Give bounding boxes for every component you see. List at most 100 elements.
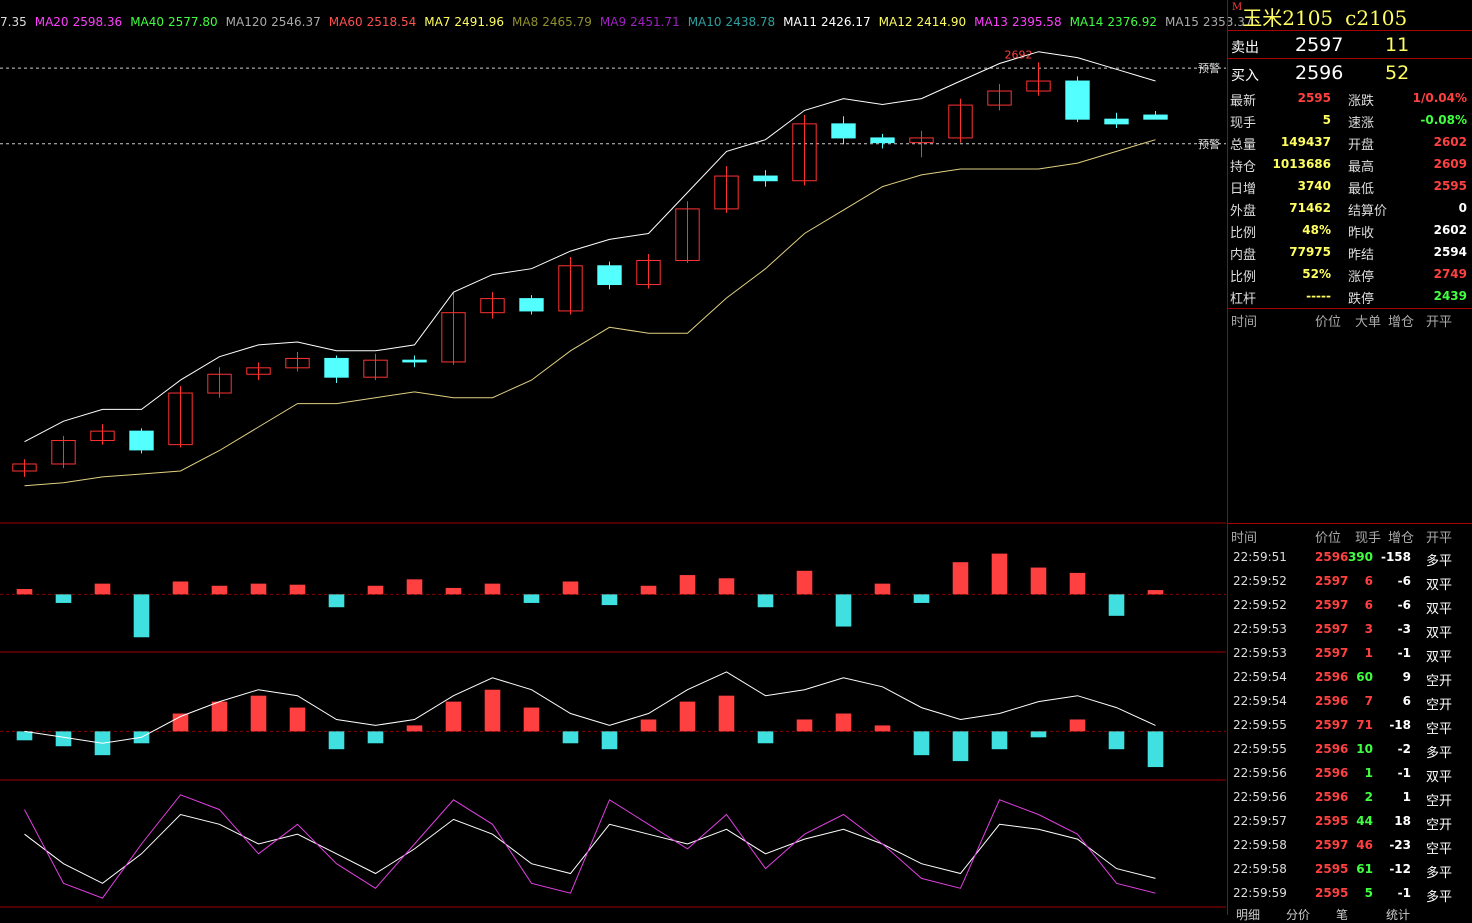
bar bbox=[718, 695, 735, 732]
indicator-line bbox=[24, 813, 1156, 884]
tick-price: 2597 bbox=[1315, 718, 1349, 732]
high-label: 2692 bbox=[1005, 48, 1033, 61]
candle-body bbox=[168, 392, 193, 446]
quote-value: 0 bbox=[1458, 201, 1467, 215]
bar bbox=[913, 594, 930, 603]
candle-body bbox=[402, 359, 427, 363]
quote-value: 48% bbox=[1302, 223, 1331, 237]
candle-body bbox=[558, 265, 583, 312]
bar bbox=[523, 707, 540, 732]
bar bbox=[523, 594, 540, 603]
ma-label: MA9 bbox=[599, 15, 627, 29]
candle-body bbox=[675, 208, 700, 261]
ma-value: 2598.36 bbox=[72, 15, 123, 29]
bar bbox=[679, 701, 696, 732]
bar bbox=[757, 594, 774, 608]
tick-oi: -1 bbox=[1397, 646, 1411, 660]
quote-value: 2439 bbox=[1433, 289, 1467, 303]
bar bbox=[562, 731, 579, 744]
bar bbox=[952, 731, 969, 762]
bar bbox=[289, 584, 306, 595]
quote-label: 开盘 bbox=[1348, 138, 1375, 153]
tick-time: 22:59:56 bbox=[1233, 790, 1287, 804]
bar bbox=[367, 731, 384, 744]
quote-panel: M玉米2105 c2105 卖出 2597 11 买入 2596 52 最新 2595 涨跌 1/0.… bbox=[1227, 0, 1472, 922]
ma-value: 2438.78 bbox=[725, 15, 776, 29]
tick-price: 2595 bbox=[1315, 886, 1349, 900]
tick-oi: -1 bbox=[1397, 886, 1411, 900]
bar bbox=[289, 707, 306, 732]
quote-value: 2595 bbox=[1297, 91, 1331, 105]
tick-oi: -6 bbox=[1397, 574, 1411, 588]
ma-value: 2465.79 bbox=[542, 15, 592, 29]
tick-time: 22:59:51 bbox=[1233, 550, 1287, 564]
quote-value: 2594 bbox=[1433, 245, 1467, 259]
tick-oi: -3 bbox=[1397, 622, 1411, 636]
candle-body bbox=[363, 359, 388, 378]
tick-price: 2597 bbox=[1315, 838, 1349, 852]
ma-header: 7.35 MA20 2598.36 MA40 2577.80 MA120 2546.37 MA… bbox=[0, 15, 1253, 33]
quote-value: 2749 bbox=[1433, 267, 1467, 281]
tick-volume: 5 bbox=[1364, 886, 1373, 900]
order-volume: 52 bbox=[1385, 62, 1410, 84]
ma-value: 2414.90 bbox=[916, 15, 967, 29]
tick-type: 多平 bbox=[1426, 554, 1453, 569]
ma-label: MA14 bbox=[1069, 15, 1104, 29]
candle-body bbox=[246, 367, 271, 375]
candle-body bbox=[441, 312, 466, 363]
quote-label: 现手 bbox=[1230, 116, 1257, 131]
quote-row: 现手 5 速涨 -0.08% bbox=[1228, 110, 1472, 132]
bar bbox=[601, 731, 618, 750]
quote-label: 最高 bbox=[1348, 160, 1375, 175]
tick-volume: 1 bbox=[1364, 766, 1373, 780]
bar bbox=[1069, 719, 1086, 732]
bar bbox=[55, 731, 72, 747]
tick-price: 2596 bbox=[1315, 550, 1349, 564]
tick-time: 22:59:58 bbox=[1233, 838, 1287, 852]
quote-value: 2609 bbox=[1433, 157, 1467, 171]
quote-value: -0.08% bbox=[1420, 113, 1467, 127]
bar bbox=[874, 583, 891, 595]
bar bbox=[367, 585, 384, 595]
tick-volume: 46 bbox=[1356, 838, 1373, 852]
column-header: 大单 bbox=[1355, 315, 1382, 330]
ma-value: 2426.17 bbox=[821, 15, 871, 29]
tick-volume: 44 bbox=[1356, 814, 1373, 828]
candle-body bbox=[285, 357, 310, 369]
candle-body bbox=[519, 298, 544, 312]
tick-volume: 3 bbox=[1364, 622, 1373, 636]
tick-type: 双平 bbox=[1426, 650, 1453, 665]
tick-volume: 60 bbox=[1356, 670, 1373, 684]
bar bbox=[1069, 572, 1086, 595]
bar bbox=[16, 731, 33, 741]
bar bbox=[757, 731, 774, 744]
candle-body bbox=[597, 265, 622, 286]
code: c2105 bbox=[1345, 6, 1408, 30]
order-price: 2596 bbox=[1295, 62, 1344, 84]
tick-time: 22:59:55 bbox=[1233, 718, 1287, 732]
bar bbox=[1030, 567, 1047, 595]
quote-label: 比例 bbox=[1230, 226, 1257, 241]
tick-time: 22:59:57 bbox=[1233, 814, 1287, 828]
ma-label: MA13 bbox=[974, 15, 1008, 29]
candle-body bbox=[51, 440, 76, 465]
quote-label: 比例 bbox=[1230, 270, 1257, 285]
tick-volume: 7 bbox=[1364, 694, 1373, 708]
tick-oi: -12 bbox=[1389, 862, 1411, 876]
column-header: 增仓 bbox=[1388, 315, 1415, 330]
tick-time: 22:59:52 bbox=[1233, 598, 1287, 612]
quote-row: 总量 149437 开盘 2602 bbox=[1228, 132, 1472, 154]
bar bbox=[835, 594, 852, 627]
bar bbox=[250, 583, 267, 595]
divider bbox=[1228, 308, 1472, 309]
tick-time: 22:59:53 bbox=[1233, 622, 1287, 636]
ma-label: MA120 bbox=[225, 15, 268, 29]
candle-body bbox=[1143, 114, 1168, 120]
tick-volume: 61 bbox=[1356, 862, 1373, 876]
tick-type: 空开 bbox=[1426, 794, 1453, 809]
ma-item: MA60 2518.54 bbox=[329, 15, 416, 33]
ma-label: MA8 bbox=[512, 15, 539, 29]
tick-type: 多平 bbox=[1426, 866, 1453, 881]
candle-body bbox=[987, 90, 1012, 106]
